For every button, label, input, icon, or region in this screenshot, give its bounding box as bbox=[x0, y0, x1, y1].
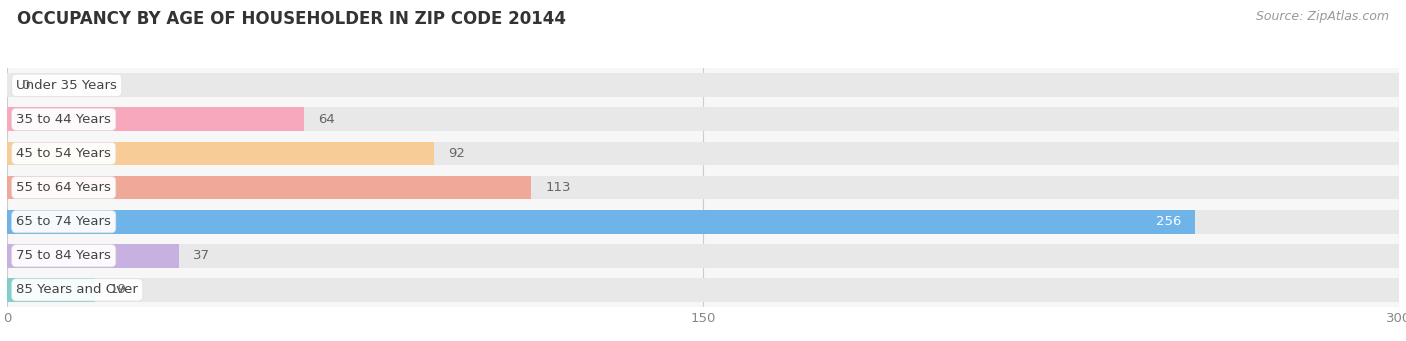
Text: 0: 0 bbox=[21, 79, 30, 92]
Text: 65 to 74 Years: 65 to 74 Years bbox=[17, 215, 111, 228]
Text: Source: ZipAtlas.com: Source: ZipAtlas.com bbox=[1256, 10, 1389, 23]
Text: 85 Years and Over: 85 Years and Over bbox=[17, 283, 138, 296]
Text: 113: 113 bbox=[546, 181, 571, 194]
Text: 64: 64 bbox=[318, 113, 335, 126]
Bar bbox=[7, 244, 1399, 268]
Bar bbox=[7, 142, 1399, 165]
Text: 55 to 64 Years: 55 to 64 Years bbox=[17, 181, 111, 194]
Text: OCCUPANCY BY AGE OF HOUSEHOLDER IN ZIP CODE 20144: OCCUPANCY BY AGE OF HOUSEHOLDER IN ZIP C… bbox=[17, 10, 565, 28]
Text: 75 to 84 Years: 75 to 84 Years bbox=[17, 249, 111, 262]
Bar bbox=[7, 142, 434, 165]
Text: 92: 92 bbox=[447, 147, 465, 160]
Bar bbox=[7, 176, 1399, 199]
Bar bbox=[7, 176, 531, 199]
Text: 256: 256 bbox=[1156, 215, 1181, 228]
Bar bbox=[7, 107, 304, 131]
Text: 19: 19 bbox=[110, 283, 127, 296]
Text: 35 to 44 Years: 35 to 44 Years bbox=[17, 113, 111, 126]
Bar bbox=[7, 210, 1399, 234]
Bar bbox=[7, 210, 1195, 234]
Bar bbox=[7, 278, 1399, 302]
Bar bbox=[7, 107, 1399, 131]
Bar bbox=[7, 278, 96, 302]
Text: 45 to 54 Years: 45 to 54 Years bbox=[17, 147, 111, 160]
Bar bbox=[7, 73, 1399, 97]
Bar bbox=[7, 244, 179, 268]
Text: Under 35 Years: Under 35 Years bbox=[17, 79, 117, 92]
Text: 37: 37 bbox=[193, 249, 209, 262]
